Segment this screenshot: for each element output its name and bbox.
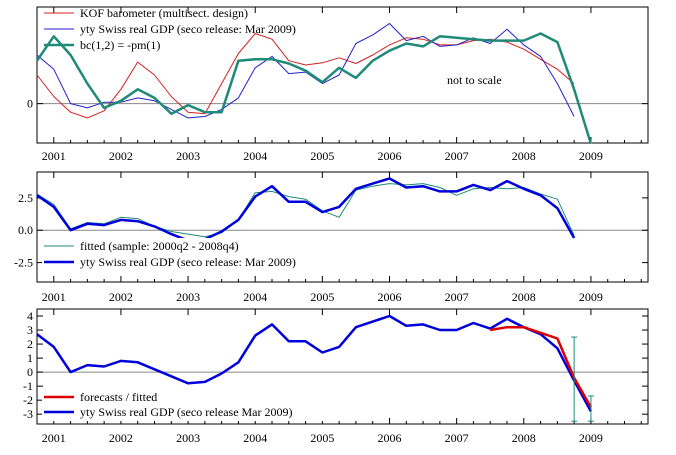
y-tick-label: 4: [27, 309, 33, 323]
legend-gdp-label: yty Swiss real GDP (seco release Mar 200…: [80, 405, 293, 419]
forecast-panel: 2001 2002 2003 2004 2005 2006 2007 2008 2009 4321…: [23, 308, 649, 445]
x-tick-label: 2009: [579, 431, 603, 445]
x-tick-label: 2009: [579, 290, 603, 304]
legend-gdp-label: yty Swiss real GDP (seco release: Mar 20…: [80, 255, 296, 269]
fitted-panel: 2001 2002 2003 2004 2005 2006 2007 2008 2009 2.5 0…: [14, 171, 649, 304]
x-tick-label: 2008: [512, 431, 536, 445]
y-tick-label: -2.5: [14, 256, 33, 270]
x-tick-label: 2006: [378, 149, 402, 163]
y-tick-label: -3: [23, 407, 33, 421]
y-tick-label: 2: [27, 337, 33, 351]
x-tick-label: 2004: [243, 431, 267, 445]
fitted-line: [36, 183, 575, 238]
x-tick-label: 2005: [310, 431, 334, 445]
x-tick-label: 2007: [445, 431, 469, 445]
gdp-line: [36, 314, 592, 412]
x-tick-label: 2003: [176, 290, 200, 304]
x-tick-label: 2004: [243, 149, 267, 163]
x-tick-label: 2002: [109, 290, 133, 304]
x-tick-label: 2008: [512, 290, 536, 304]
x-tick-label: 2007: [445, 149, 469, 163]
x-tick-label: 2002: [109, 149, 133, 163]
not-to-scale-note: not to scale: [447, 73, 502, 87]
gdp-line: [36, 177, 576, 242]
x-tick-label: 2001: [42, 290, 66, 304]
x-tick-label: 2009: [579, 149, 603, 163]
x-tick-label: 2005: [310, 149, 334, 163]
y-tick-label: -2: [23, 393, 33, 407]
legend-gdp-label: yty Swiss real GDP (seco release: Mar 20…: [80, 22, 296, 36]
legend-background: [42, 389, 327, 421]
legend-forecast-label: forecasts / fitted: [80, 390, 157, 404]
x-tick-label: 2008: [512, 149, 536, 163]
legend-background: [42, 238, 327, 272]
legend-kof-label: KOF barometer (multisect. design): [80, 6, 248, 20]
y-tick-label: 0: [27, 365, 33, 379]
x-tick-label: 2002: [109, 431, 133, 445]
x-tick-label: 2006: [378, 290, 402, 304]
plot-frame: [36, 308, 649, 425]
x-tick-label: 2003: [176, 149, 200, 163]
forecast-line: [489, 325, 592, 408]
x-tick-label: 2005: [310, 290, 334, 304]
x-tick-label: 2006: [378, 431, 402, 445]
kof-barometer-panel: 2001 2002 2003 2004 2005 2006 2007 2008 2009 0 KOF…: [27, 6, 649, 163]
legend-fitted-label: fitted (sample: 2000q2 - 2008q4): [80, 239, 239, 253]
legend-bc-label: bc(1,2) = -pm(1): [80, 38, 160, 52]
y-tick-label: 2.5: [18, 191, 33, 205]
y-tick-label: 1: [27, 351, 33, 365]
x-tick-label: 2004: [243, 290, 267, 304]
x-tick-label: 2003: [176, 431, 200, 445]
y-tick-label: -1: [23, 379, 33, 393]
x-tick-label: 2001: [42, 431, 66, 445]
y-tick-label: 0.0: [18, 223, 33, 237]
y-tick-label: 3: [27, 323, 33, 337]
x-tick-label: 2001: [42, 149, 66, 163]
bc-line: [35, 32, 593, 145]
y-tick-label: 0: [27, 97, 33, 111]
x-tick-label: 2007: [445, 290, 469, 304]
plot-frame: [36, 171, 649, 283]
